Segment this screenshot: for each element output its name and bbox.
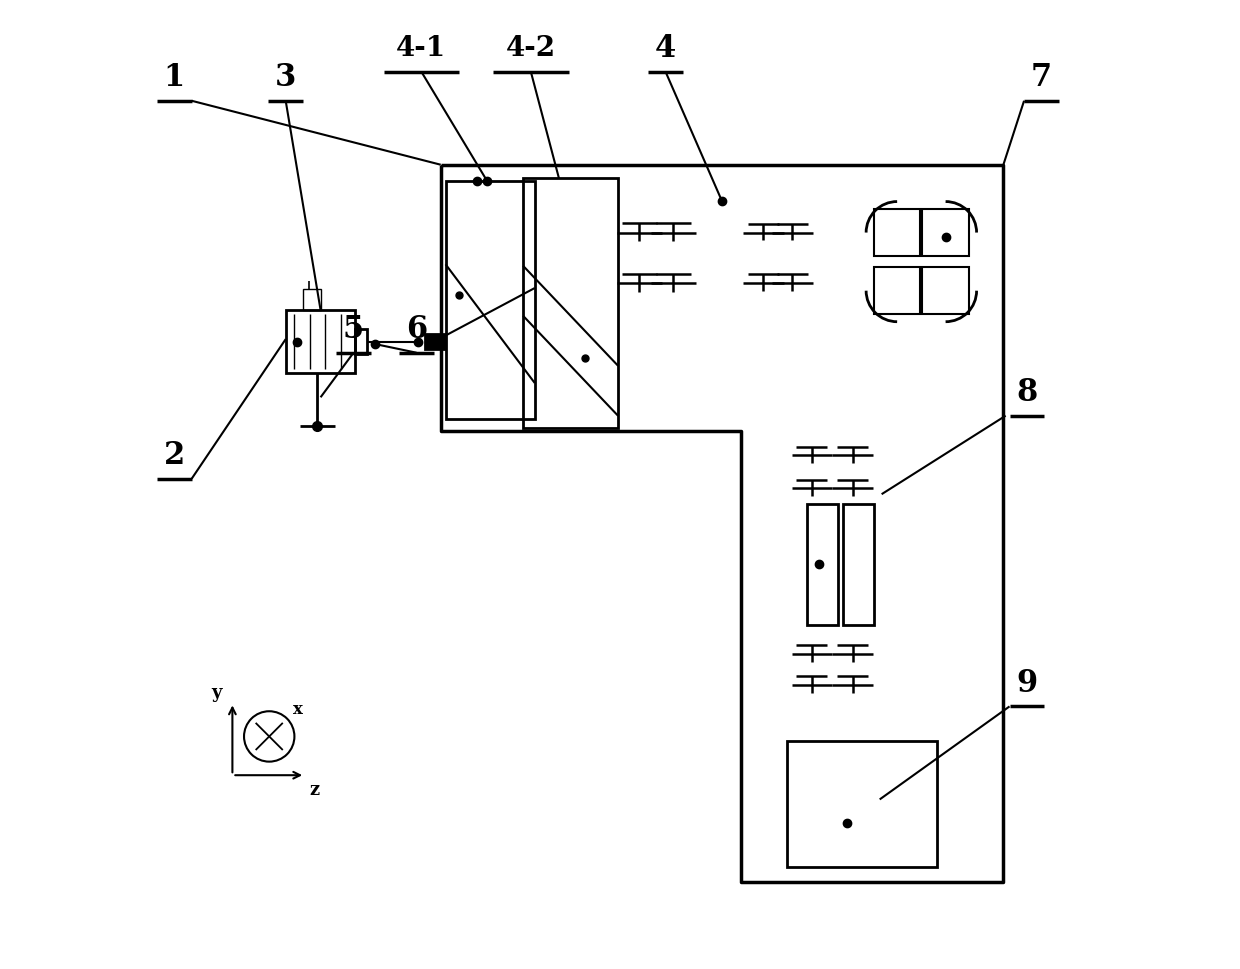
Bar	[843, 504, 874, 625]
Bar	[874, 267, 920, 314]
Bar	[786, 741, 937, 867]
Bar	[923, 267, 968, 314]
Bar	[923, 209, 968, 256]
Text: 4-1: 4-1	[397, 35, 446, 62]
Text: x: x	[294, 701, 304, 718]
Bar	[356, 329, 367, 355]
Bar	[807, 504, 838, 625]
Bar	[874, 209, 920, 256]
Bar	[425, 334, 445, 350]
Text: 6: 6	[405, 314, 427, 345]
Text: 5: 5	[343, 314, 365, 345]
Bar	[523, 178, 618, 428]
Text: 7: 7	[1030, 62, 1052, 93]
Text: 3: 3	[275, 62, 296, 93]
Text: 8: 8	[1017, 377, 1038, 408]
Bar	[445, 181, 534, 419]
Text: 4-2: 4-2	[506, 35, 556, 62]
Text: 4: 4	[655, 33, 676, 64]
Text: 2: 2	[164, 440, 185, 471]
Bar	[303, 289, 321, 310]
Text: z: z	[310, 781, 320, 798]
Bar	[285, 310, 356, 373]
Text: y: y	[212, 684, 222, 702]
Text: 1: 1	[164, 62, 185, 93]
Text: 9: 9	[1017, 668, 1038, 699]
